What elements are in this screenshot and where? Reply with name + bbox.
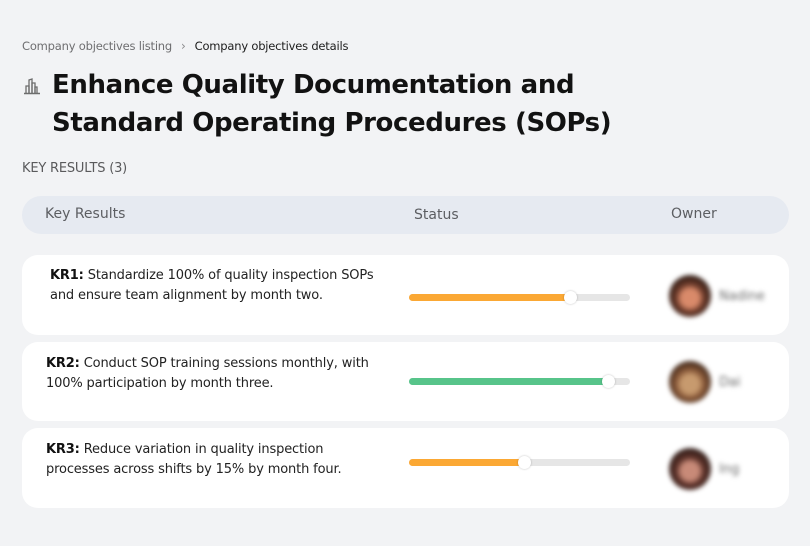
key-result-row[interactable]: KR1: Standardize 100% of quality inspect… [22, 255, 789, 335]
owner-name: Nadine [719, 288, 765, 304]
page-title: Enhance Quality Documentation and Standa… [52, 70, 612, 138]
key-results-section-label: KEY RESULTS (3) [22, 161, 128, 176]
avatar [669, 448, 711, 490]
progress-slider-thumb[interactable] [601, 375, 615, 388]
key-result-text: Standardize 100% of quality inspection S… [50, 268, 374, 303]
progress-bar[interactable] [409, 456, 630, 469]
key-result-description: KR1: Standardize 100% of quality inspect… [50, 266, 380, 306]
owner-cell[interactable]: Ing [669, 448, 739, 490]
key-result-id: KR2: [46, 356, 80, 371]
column-header-status: Status [414, 207, 459, 223]
progress-fill [409, 378, 608, 385]
column-header-owner: Owner [671, 206, 717, 222]
owner-cell[interactable]: Dai [669, 361, 741, 403]
owner-name: Dai [719, 374, 741, 390]
table-header: Key Results Status Owner [22, 196, 789, 234]
progress-fill [409, 294, 571, 301]
key-result-id: KR3: [46, 442, 80, 457]
key-result-row[interactable]: KR2: Conduct SOP training sessions month… [22, 342, 789, 421]
avatar [669, 275, 711, 317]
key-result-description: KR2: Conduct SOP training sessions month… [46, 354, 386, 394]
key-result-description: KR3: Reduce variation in quality inspect… [46, 440, 356, 480]
breadcrumb: Company objectives listing › Company obj… [22, 39, 348, 53]
objective-header: Enhance Quality Documentation and Standa… [22, 66, 702, 142]
column-header-key-results: Key Results [45, 206, 126, 222]
progress-fill [409, 459, 524, 466]
key-result-row[interactable]: KR3: Reduce variation in quality inspect… [22, 428, 789, 508]
breadcrumb-link-listing[interactable]: Company objectives listing [22, 39, 172, 53]
progress-bar[interactable] [409, 291, 630, 304]
owner-cell[interactable]: Nadine [669, 275, 765, 317]
owner-name: Ing [719, 461, 740, 477]
breadcrumb-current: Company objectives details [194, 39, 349, 53]
key-result-text: Reduce variation in quality inspection p… [46, 442, 342, 477]
chevron-right-icon: › [181, 39, 186, 53]
key-result-text: Conduct SOP training sessions monthly, w… [46, 356, 369, 391]
key-result-id: KR1: [50, 268, 84, 283]
avatar [669, 361, 711, 403]
progress-slider-thumb[interactable] [564, 291, 578, 304]
progress-slider-thumb[interactable] [517, 456, 531, 469]
building-icon [24, 78, 40, 95]
progress-bar[interactable] [409, 375, 630, 388]
